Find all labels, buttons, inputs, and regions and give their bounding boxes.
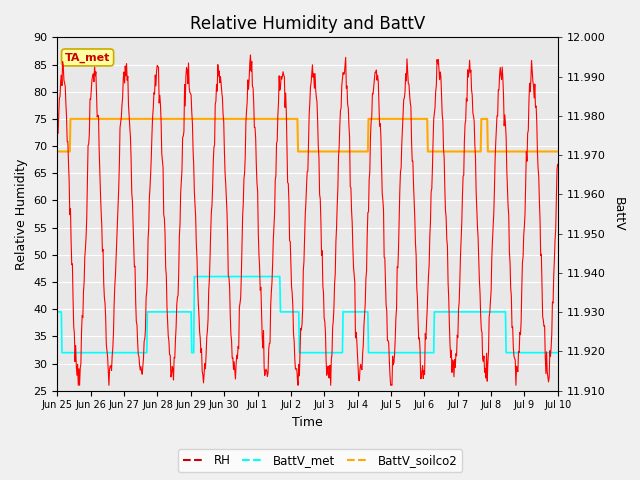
Legend: RH, BattV_met, BattV_soilco2: RH, BattV_met, BattV_soilco2 <box>178 449 462 472</box>
Text: TA_met: TA_met <box>65 52 110 62</box>
Title: Relative Humidity and BattV: Relative Humidity and BattV <box>190 15 425 33</box>
X-axis label: Time: Time <box>292 416 323 429</box>
Y-axis label: BattV: BattV <box>612 197 625 231</box>
Y-axis label: Relative Humidity: Relative Humidity <box>15 158 28 270</box>
